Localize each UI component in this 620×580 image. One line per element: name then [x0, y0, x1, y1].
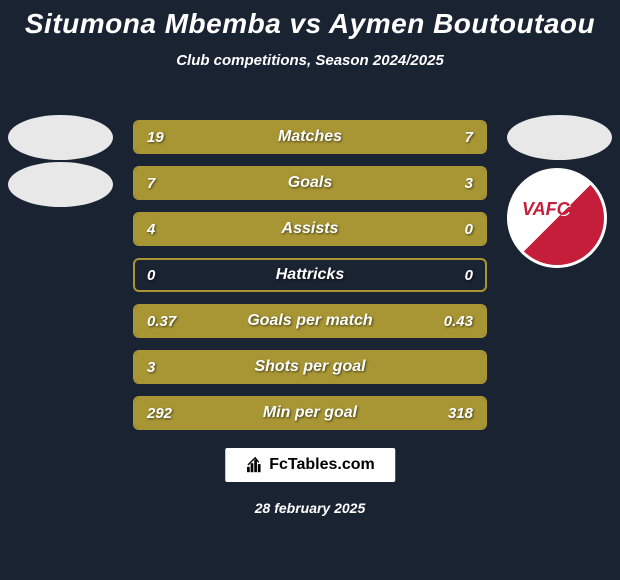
club-photo-placeholder [8, 162, 113, 207]
club-logo: VAFC [507, 168, 607, 268]
stat-row: 3Shots per goal [133, 350, 487, 384]
brand-logo: FcTables.com [225, 448, 395, 482]
stat-label: Shots per goal [135, 358, 485, 376]
stat-label: Goals per match [135, 312, 485, 330]
brand-text: FcTables.com [269, 456, 375, 474]
chart-icon [245, 456, 263, 474]
player-photo-placeholder [8, 115, 113, 160]
stat-label: Hattricks [135, 266, 485, 284]
stat-row: 00Hattricks [133, 258, 487, 292]
stat-row: 0.370.43Goals per match [133, 304, 487, 338]
stats-container: 197Matches 73Goals 40Assists 00Hattricks 0.3… [133, 120, 487, 442]
date-text: 28 february 2025 [0, 500, 620, 516]
stat-row: 197Matches [133, 120, 487, 154]
player-right-photos: VAFC [507, 115, 612, 268]
player-photo-placeholder [507, 115, 612, 160]
stat-label: Matches [135, 128, 485, 146]
subtitle: Club competitions, Season 2024/2025 [0, 52, 620, 69]
club-logo-text: VAFC [522, 199, 570, 220]
stat-label: Min per goal [135, 404, 485, 422]
page-title: Situmona Mbemba vs Aymen Boutoutaou [0, 8, 620, 40]
player-left-photos [8, 115, 113, 209]
stat-label: Goals [135, 174, 485, 192]
stat-row: 73Goals [133, 166, 487, 200]
stat-row: 40Assists [133, 212, 487, 246]
stat-row: 292318Min per goal [133, 396, 487, 430]
stat-label: Assists [135, 220, 485, 238]
